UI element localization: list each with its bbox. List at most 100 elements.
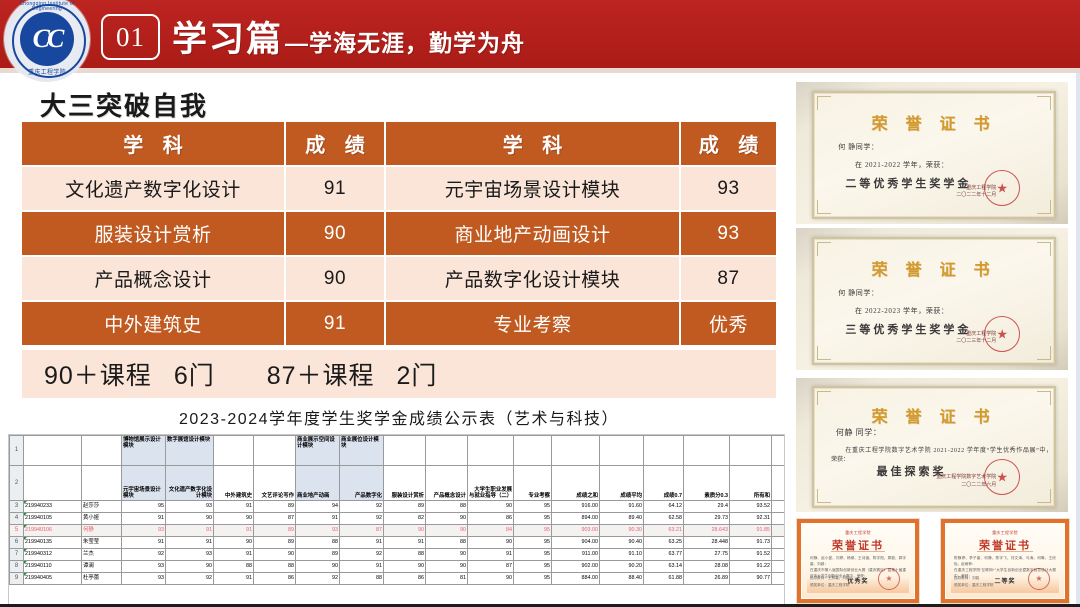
mini-certificate-footer: 指导教师：刘韬 颁奖单位：重庆工程学院	[954, 576, 994, 587]
cell-score: 89.40	[599, 512, 644, 525]
row-number: 4	[9, 512, 24, 525]
cell-score: 91	[121, 512, 166, 525]
header-cell: 成绩之和	[551, 465, 600, 501]
cell-score: 95	[513, 524, 552, 537]
cell-student-id: 219940135	[23, 536, 82, 549]
cell-spacer	[771, 524, 784, 537]
cell-score: 63.21	[643, 524, 684, 537]
cell-score: 93	[121, 560, 166, 573]
cell-student-id: 219940312	[23, 548, 82, 561]
ornament-corner-icon	[1036, 391, 1051, 406]
header-cell	[425, 435, 468, 466]
cell-score: 91	[165, 524, 214, 537]
header-cell	[599, 435, 644, 466]
cell-score: 884.00	[551, 572, 600, 585]
cell-score: 63.77	[643, 548, 684, 561]
slide-header	[0, 0, 1080, 68]
cell-spacer	[771, 560, 784, 573]
logo-monogram: CC	[32, 24, 65, 53]
cell-score: 88	[213, 560, 254, 573]
cell-score: 89	[253, 536, 296, 549]
header-cell	[467, 435, 514, 466]
cell-score: 903.00	[551, 524, 600, 537]
header-divider-strip	[0, 68, 1080, 73]
cell-spacer	[771, 512, 784, 525]
logo-core: CC	[20, 12, 74, 66]
table-row: 8 219940110 谭澜 93 90 88 88 90 91 90 90 87 95 902.00 90…	[9, 560, 784, 573]
grade-table: 学 科 成 绩 学 科 成 绩 文化遗产数字化设计 91 元宇宙场景设计模块 9…	[22, 122, 776, 345]
certificate-context-cont: 荣获：	[831, 457, 850, 464]
cell-score: 92.31	[729, 512, 772, 525]
cell-score: 88	[295, 536, 340, 549]
table-row: 4 219940105 黄小娅 91 90 90 87 91 92 82 90 86 95 894.00 8…	[9, 512, 784, 525]
cell-score: 93	[165, 548, 214, 561]
cell-spacer	[771, 548, 784, 561]
cell-score: 88	[253, 560, 296, 573]
certificate-paper: 荣 誉 证 书 何静 同学： 在重庆工程学院数字艺术学院 2021-2022 学…	[812, 386, 1056, 508]
cell-spacer	[771, 536, 784, 549]
cell-spacer	[771, 500, 784, 513]
cell-score: 91	[339, 560, 384, 573]
cell-score: 91	[121, 536, 166, 549]
ornament-corner-icon	[817, 346, 832, 361]
cell-score: 90	[467, 500, 514, 513]
course-summary-strip: 90＋课程 6门 87＋课程 2门	[22, 350, 776, 398]
table-row: 5 219940106 何静 93 91 91 89 93 87 90 90 84 95 903.00 90…	[9, 524, 784, 537]
certificate-context: 在重庆工程学院数字艺术学院 2021-2022 学年度“学生优秀作品展”中，	[845, 447, 1053, 454]
cell-score: 29.73	[683, 512, 730, 525]
row-number: 6	[9, 536, 24, 549]
row-number: 9	[9, 572, 24, 585]
cell-score: 91.85	[729, 524, 772, 537]
logo-ring	[12, 4, 86, 78]
header-cell: 产品数字化	[339, 465, 384, 501]
cell-subject: 产品概念设计	[22, 255, 286, 301]
mini-certificate-footer: 指导教师：王林霖、刘韬 颁奖单位：重庆工程学院	[810, 576, 850, 587]
header-cell: 成绩0.7	[643, 465, 684, 501]
header-cell	[81, 465, 122, 501]
ornament-corner-icon	[817, 95, 832, 110]
cell-score: 82	[383, 512, 426, 525]
header-cell	[643, 435, 684, 466]
row-number: 7	[9, 548, 24, 561]
cell-score: 92	[165, 572, 214, 585]
red-seal-icon	[984, 316, 1021, 353]
header-cell: 元宇宙场景设计模块	[121, 465, 166, 501]
certificate-award: 三等优秀学生奖学金	[845, 323, 972, 336]
cell-score: 90	[467, 536, 514, 549]
cell-score: 91.60	[599, 500, 644, 513]
header-cell: 博物馆展示设计模块	[121, 435, 166, 466]
cell-student-name: 朱莹莹	[81, 536, 122, 549]
page-title: 大三突破自我	[40, 91, 209, 121]
cell-score: 84	[467, 524, 514, 537]
cell-student-id: 219940110	[23, 560, 82, 573]
bottom-border	[0, 604, 1080, 607]
table-row: 3 219940233 赵莎莎 95 93 91 89 94 92 89 88 90 95 916.00 9…	[9, 500, 784, 513]
header-cell	[551, 435, 600, 466]
cell-score: 优秀	[680, 300, 776, 345]
error-flag-icon	[24, 525, 27, 528]
cell-score: 91	[383, 536, 426, 549]
logo-chinese-name: 重庆工程学院	[28, 70, 66, 76]
cell-score: 90	[425, 512, 468, 525]
mini-certificate-inner: 重庆工程学院 荣誉证书 何静、赵小曼、刘婷、杨柳、王诗涵、陈宇阳、周毅、郭宇豪、…	[802, 524, 914, 598]
cell-score: 28.08	[683, 560, 730, 573]
header-cell	[23, 435, 82, 466]
cell-score: 87	[339, 524, 384, 537]
header-title: 学习篇 —学海无涯，勤学为舟	[172, 11, 525, 59]
cell-score: 90.20	[599, 560, 644, 573]
error-flag-icon	[24, 549, 27, 552]
cell-score: 91	[165, 536, 214, 549]
ornament-corner-icon	[1036, 241, 1051, 256]
cell-score: 92	[339, 500, 384, 513]
cell-score: 90	[425, 560, 468, 573]
red-seal-icon	[878, 568, 900, 590]
certificate-period: 在 2021-2022 学年，荣获：	[855, 160, 949, 169]
spreadsheet-caption: 2023-2024学年度学生奖学金成绩公示表（艺术与科技）	[178, 411, 620, 428]
cell-score: 29.4	[683, 500, 730, 513]
certificate-paper: 荣 誉 证 书 何 静同学： 在 2021-2022 学年，荣获： 二等优秀学生…	[812, 90, 1056, 220]
table-row: 9 219940405 杜亭蕾 93 92 91 86 92 88 86 81 90 95 884.00 8…	[9, 572, 784, 585]
cell-score: 26.89	[683, 572, 730, 585]
grade-header-subject-2: 学 科	[385, 122, 681, 166]
mini-certificate-award: 二等奖	[994, 579, 1016, 585]
cell-score: 88.40	[599, 572, 644, 585]
